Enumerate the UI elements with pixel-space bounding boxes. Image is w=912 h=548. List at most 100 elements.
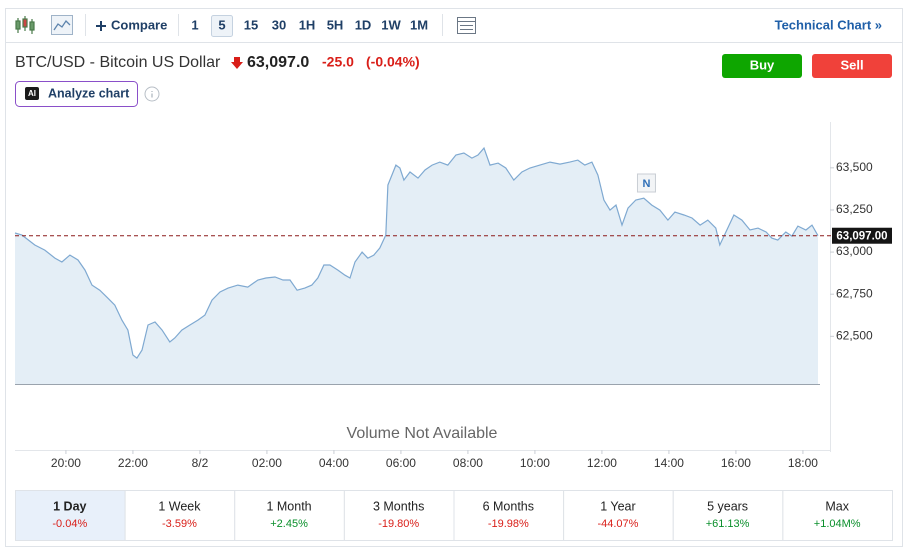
news-marker-label: N [642, 178, 650, 190]
sell-button[interactable]: Sell [812, 54, 892, 78]
period-label: 1 Year [600, 499, 635, 513]
period-cell-bg [782, 490, 893, 541]
y-tick-label: 62,750 [836, 286, 873, 300]
interval-button[interactable]: 1W [381, 17, 401, 32]
x-tick-label: 04:00 [319, 456, 349, 470]
price-change-percent: (-0.04%) [366, 54, 420, 70]
technical-chart-link[interactable]: Technical Chart » [775, 17, 882, 32]
interval-button[interactable]: 1 [191, 17, 198, 32]
x-tick-label: 8/2 [192, 456, 209, 470]
period-cell[interactable]: 3 Months -19.80% [343, 490, 455, 541]
period-cell[interactable]: 1 Day -0.04% [15, 490, 126, 541]
volume-note: Volume Not Available [347, 425, 498, 442]
x-tick-label: 20:00 [51, 456, 81, 470]
period-cell-bg [343, 490, 455, 541]
period-change: -44.07% [597, 518, 638, 530]
period-change: +1.04M% [814, 518, 861, 530]
x-tick-label: 02:00 [252, 456, 282, 470]
period-label: 5 years [707, 499, 748, 513]
interval-selected [211, 15, 233, 37]
price-change: -25.0 [322, 54, 354, 70]
period-label: 3 Months [373, 499, 424, 513]
x-tick-label: 06:00 [386, 456, 416, 470]
period-cell[interactable]: 6 Months -19.98% [453, 490, 565, 541]
interval-label: 1M [410, 17, 428, 32]
y-tick-label: 63,500 [836, 160, 873, 174]
analyze-button[interactable]: AI Analyze chart [15, 81, 138, 107]
interval-label: 1 [191, 17, 198, 32]
period-table: 1 Day -0.04% 1 Week -3.59% 1 Month +2.45% 3 Mo… [15, 490, 893, 541]
y-tick-label: 62,500 [836, 328, 873, 342]
period-cell-bg [15, 490, 126, 541]
interval-button[interactable]: 5 [211, 15, 233, 37]
instrument-name: BTC/USD - Bitcoin US Dollar [15, 54, 221, 71]
interval-button[interactable]: 30 [272, 17, 286, 32]
down-arrow [231, 57, 243, 69]
buy-button[interactable]: Buy [722, 54, 802, 78]
price: 63,097.0 [247, 54, 309, 71]
candles-icon[interactable] [15, 16, 35, 34]
period-cell[interactable]: 1 Month +2.45% [234, 490, 345, 541]
interval-group: 1 5 15 30 1H 5H 1D 1W 1M [191, 15, 428, 37]
interval-button[interactable]: 15 [244, 17, 258, 32]
table-icon[interactable] [457, 17, 476, 34]
interval-button[interactable]: 1M [410, 17, 428, 32]
period-label: 1 Month [266, 499, 311, 513]
x-tick-label: 16:00 [721, 456, 751, 470]
period-label: 1 Day [53, 499, 86, 513]
period-cell[interactable]: Max +1.04M% [782, 490, 893, 541]
buy-label: Buy [750, 57, 775, 72]
last-price-box [832, 227, 892, 244]
period-label: 1 Week [158, 499, 201, 513]
compare-button[interactable]: Compare [96, 17, 167, 32]
x-tick-label: 22:00 [118, 456, 148, 470]
area-fill [15, 148, 818, 384]
x-tick-label: 08:00 [453, 456, 483, 470]
interval-label: 5 [218, 17, 225, 32]
x-tick-label: 12:00 [587, 456, 617, 470]
period-label: Max [825, 499, 849, 513]
x-tick-label: 14:00 [654, 456, 684, 470]
period-cell[interactable]: 1 Week -3.59% [124, 490, 236, 541]
ai-badge: AI [28, 89, 36, 98]
x-tick-label: 10:00 [520, 456, 550, 470]
price-line [14, 146, 819, 359]
last-price-label: 63,097.00 [836, 230, 887, 242]
period-cell-bg [672, 490, 784, 541]
period-change: +2.45% [270, 518, 308, 530]
compare-label: Compare [111, 17, 167, 32]
x-tick-label: 18:00 [788, 456, 818, 470]
interval-label: 1W [381, 17, 401, 32]
chart: Investing62,50062,75063,00063,25063,5002… [14, 146, 892, 470]
period-change: -19.80% [378, 518, 419, 530]
news-marker-box [636, 173, 656, 193]
interval-label: 1H [299, 17, 316, 32]
interval-label: 30 [272, 17, 286, 32]
period-change: -19.98% [488, 518, 529, 530]
y-tick-label: 63,000 [836, 244, 873, 258]
period-cell-bg [563, 490, 674, 541]
area-icon[interactable] [51, 15, 73, 35]
interval-button[interactable]: 1H [299, 17, 316, 32]
period-change: -0.04% [52, 518, 87, 530]
info-icon[interactable] [144, 86, 160, 102]
interval-button[interactable]: 5H [327, 17, 344, 32]
period-change: -3.59% [162, 518, 197, 530]
interval-label: 15 [244, 17, 258, 32]
period-cell[interactable]: 1 Year -44.07% [563, 490, 674, 541]
news-marker[interactable]: N [636, 173, 656, 193]
period-cell-bg [234, 490, 345, 541]
period-cell[interactable]: 5 years +61.13% [672, 490, 784, 541]
interval-label: 5H [327, 17, 344, 32]
analyze-label: Analyze chart [48, 86, 130, 100]
sell-label: Sell [840, 57, 863, 72]
period-cell-bg [124, 490, 236, 541]
period-change: +61.13% [706, 518, 750, 530]
interval-button[interactable]: 1D [355, 17, 372, 32]
interval-label: 1D [355, 17, 372, 32]
period-label: 6 Months [483, 499, 534, 513]
period-cell-bg [453, 490, 565, 541]
y-tick-label: 63,250 [836, 202, 873, 216]
